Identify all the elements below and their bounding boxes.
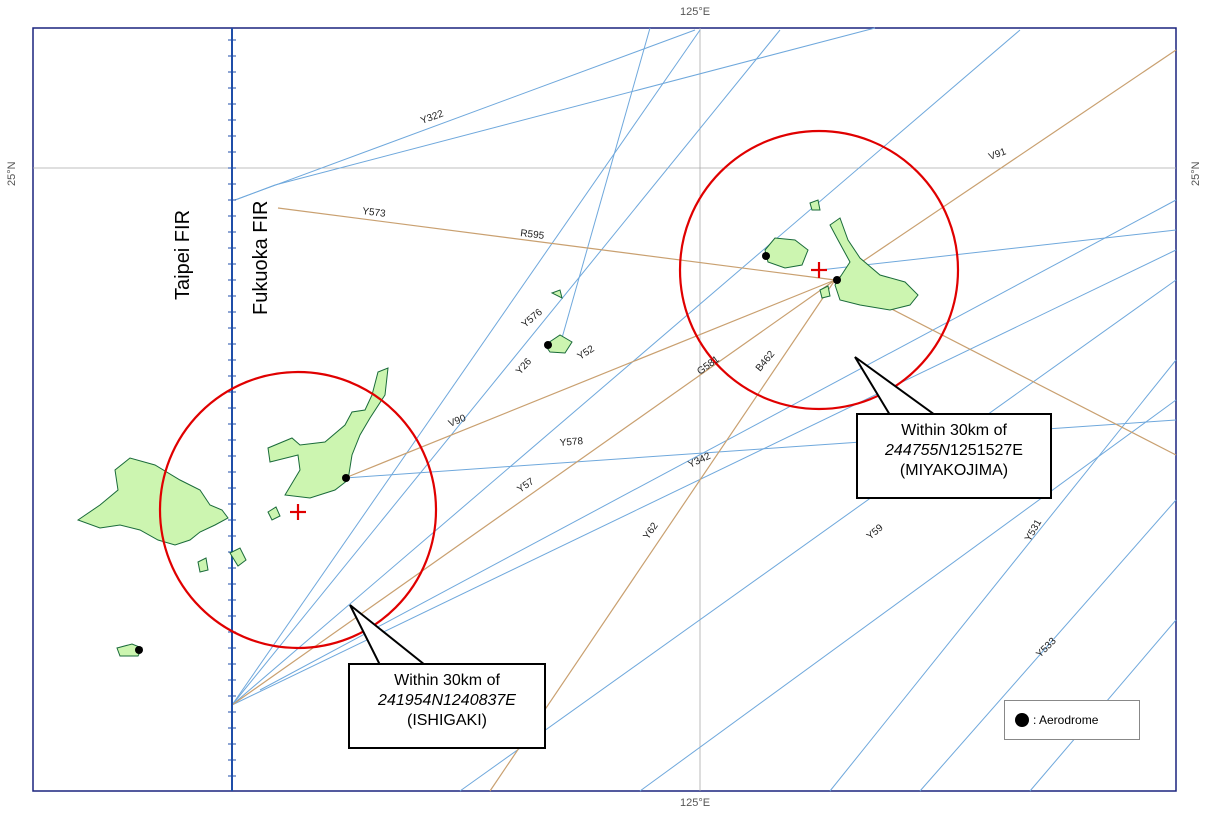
miyakojima-callout: Within 30km of 244755N1251527E (MIYAKOJI…	[856, 413, 1052, 499]
route-label: Y576	[520, 307, 545, 331]
ishigaki-callout: Within 30km of 241954N1240837E (ISHIGAKI…	[348, 663, 546, 749]
iriomote-island	[76, 457, 229, 546]
routes-tan	[231, 49, 1177, 792]
aerodrome-hateruma	[135, 646, 143, 654]
callout-place: (ISHIGAKI)	[406, 712, 487, 729]
miyakojima-callout-pointer	[854, 356, 939, 416]
callout-coordinate: 241954N1240837E	[378, 692, 516, 709]
aerodromes	[135, 252, 841, 654]
route-label: Y573	[362, 206, 387, 220]
islet-e	[550, 289, 563, 299]
irabu-island	[764, 237, 809, 269]
coord-lon: 1251527E	[949, 442, 1023, 459]
route-label: Y531	[1023, 517, 1044, 543]
legend-label: : Aerodrome	[1033, 713, 1099, 727]
islet-c	[809, 199, 821, 211]
fir-boundary-ticks	[228, 39, 236, 777]
route-label: Y533	[1034, 636, 1059, 661]
ishigaki-30km-circle	[158, 370, 438, 650]
route-labels: Y322 Y573 R595 Y576 Y26 Y52 G581 B462 V9…	[362, 108, 1059, 660]
route-label: Y578	[559, 436, 584, 449]
aerodrome-shimojishima	[762, 252, 770, 260]
callout-line: Within 30km of	[394, 672, 500, 689]
route-label: Y62	[641, 520, 660, 541]
center-markers	[290, 262, 827, 520]
ishigaki-island	[267, 367, 389, 499]
coord-lat: 244755N	[885, 442, 950, 459]
lon-label-top: 125°E	[680, 6, 711, 18]
islet-a	[229, 547, 247, 567]
route-label: Y59	[865, 522, 886, 542]
fir-label-fukuoka: Fukuoka FIR	[250, 200, 272, 315]
islet-f	[197, 557, 209, 573]
route-label: Y52	[576, 343, 597, 362]
fir-label-taipei: Taipei FIR	[172, 209, 194, 300]
route-label: V91	[987, 146, 1008, 163]
aerodrome-ishigaki	[342, 474, 350, 482]
islet-b	[267, 506, 281, 521]
tarama-island	[544, 334, 573, 354]
aerodrome-miyako	[833, 276, 841, 284]
lat-label-right: 25°N	[1190, 161, 1202, 186]
islet-d	[819, 285, 831, 299]
miyakojima-30km-circle	[678, 129, 960, 411]
lon-label-bottom: 125°E	[680, 797, 711, 809]
aerodrome-legend-icon	[1015, 713, 1029, 727]
route-label: Y26	[514, 356, 534, 377]
callout-line: Within 30km of	[901, 422, 1007, 439]
callout-coordinate: 244755N1251527E	[868, 441, 1040, 461]
aerodrome-tarama	[544, 341, 552, 349]
route-label: G581	[695, 354, 722, 378]
map-frame	[32, 27, 1177, 792]
callout-place: (MIYAKOJIMA)	[899, 462, 1009, 479]
miyako-island	[829, 217, 919, 311]
islands	[76, 199, 919, 657]
map-legend: : Aerodrome	[1004, 700, 1140, 740]
lat-label-left: 25°N	[6, 161, 18, 186]
route-label: R595	[520, 228, 546, 242]
